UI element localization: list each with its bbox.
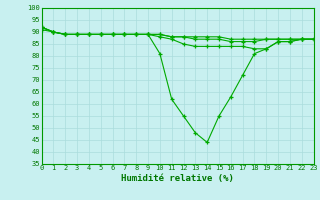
X-axis label: Humidité relative (%): Humidité relative (%) [121, 174, 234, 183]
